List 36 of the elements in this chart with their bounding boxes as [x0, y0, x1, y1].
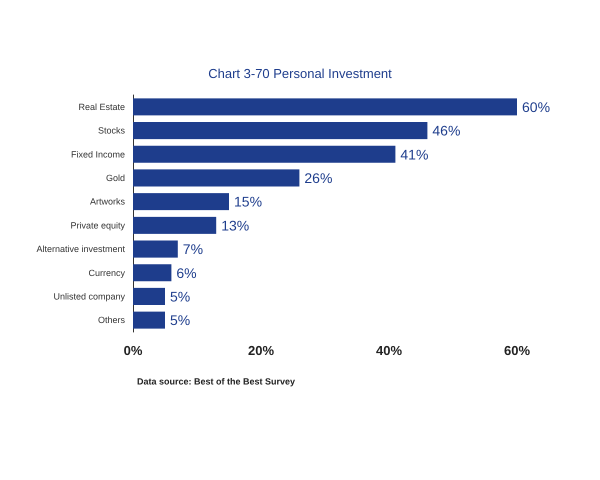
- y-tick-label: Stocks: [98, 126, 126, 136]
- y-tick-label: Gold: [106, 172, 125, 183]
- data-label: 6%: [176, 264, 197, 281]
- bar: [133, 193, 229, 210]
- data-label: 15%: [234, 194, 262, 210]
- bar: [133, 264, 172, 282]
- y-tick-label: Private equity: [70, 220, 126, 230]
- bar: [133, 169, 300, 186]
- x-tick-label: 0%: [124, 343, 143, 358]
- y-tick-label: Alternative investment: [36, 244, 126, 254]
- x-tick-label: 20%: [248, 343, 274, 358]
- x-tick-label: 60%: [504, 343, 530, 358]
- data-label: 41%: [400, 146, 428, 162]
- data-label: 7%: [182, 241, 204, 258]
- data-label: 13%: [221, 217, 250, 234]
- data-label: 46%: [432, 122, 460, 139]
- data-label: 5%: [170, 312, 190, 328]
- bar: [133, 240, 178, 258]
- bar: [133, 312, 165, 329]
- bar: [133, 122, 428, 140]
- data-label: 60%: [522, 98, 550, 115]
- y-tick-label: Artworks: [90, 196, 126, 207]
- bar: [133, 146, 396, 163]
- y-tick-label: Fixed Income: [70, 149, 125, 160]
- chart-title: Chart 3-70 Personal Investment: [208, 66, 392, 81]
- x-tick-label: 40%: [376, 343, 402, 358]
- bar: [133, 288, 165, 305]
- y-tick-label: Currency: [88, 268, 126, 278]
- data-label: 26%: [304, 170, 332, 186]
- y-tick-label: Others: [98, 315, 126, 326]
- bar: [133, 98, 517, 116]
- source-note: Data source: Best of the Best Survey: [137, 376, 296, 386]
- y-tick-label: Real Estate: [78, 102, 125, 112]
- y-tick-label: Unlisted company: [53, 291, 126, 302]
- data-label: 5%: [170, 288, 190, 304]
- bar: [133, 216, 216, 234]
